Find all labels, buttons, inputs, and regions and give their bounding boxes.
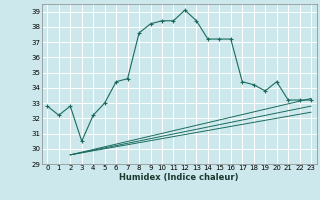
X-axis label: Humidex (Indice chaleur): Humidex (Indice chaleur) xyxy=(119,173,239,182)
